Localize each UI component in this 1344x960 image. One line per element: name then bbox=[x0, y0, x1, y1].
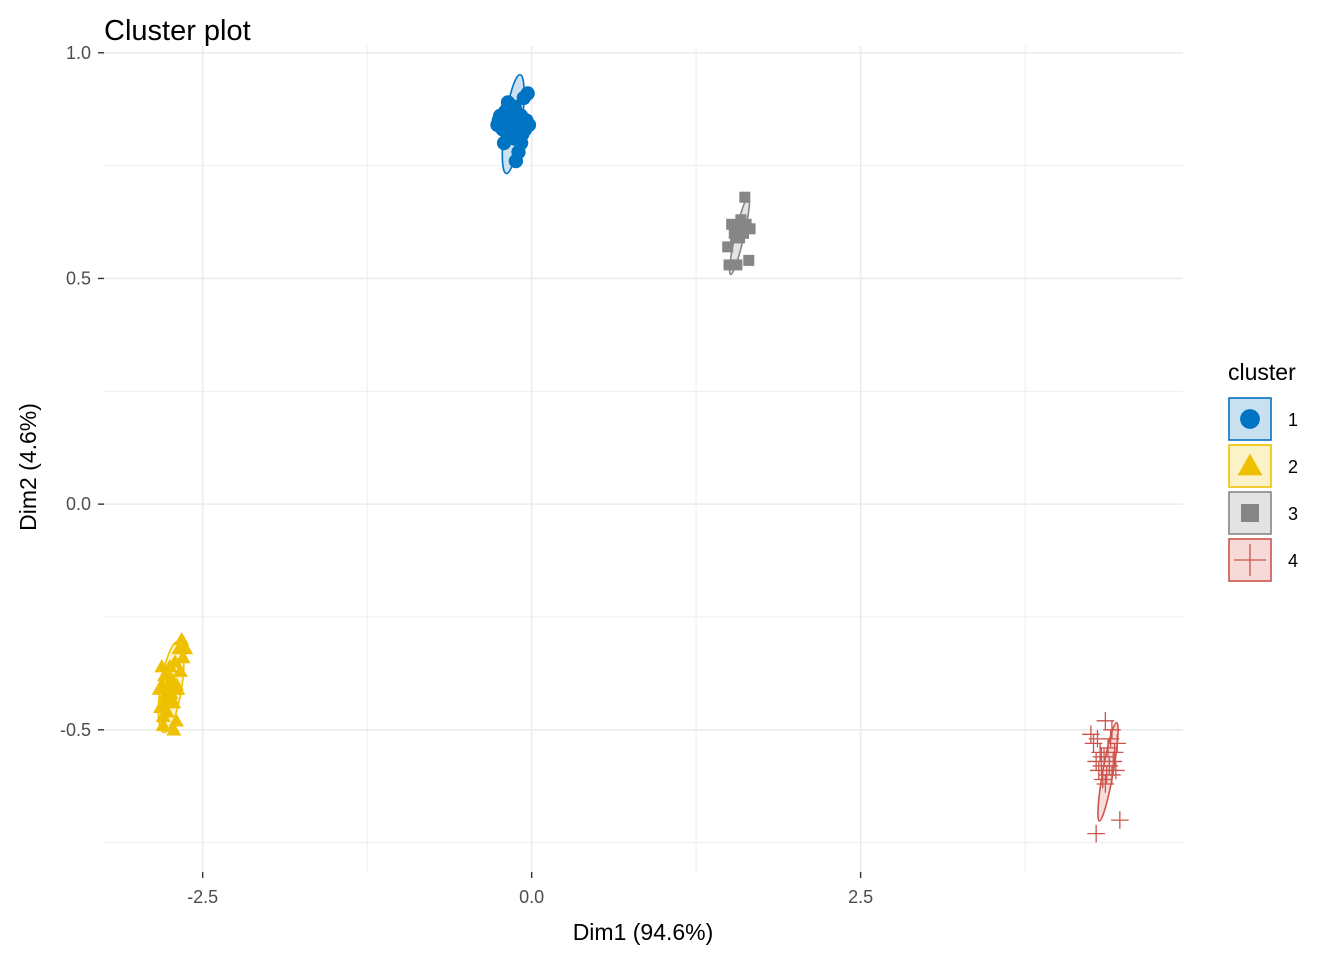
x-axis: -2.5 0.0 2.5 bbox=[187, 872, 873, 907]
point-cluster-4 bbox=[1108, 734, 1127, 753]
point-cluster-2 bbox=[168, 713, 184, 727]
point-cluster-4 bbox=[1103, 766, 1121, 784]
point-cluster-1 bbox=[507, 99, 522, 115]
point-cluster-3 bbox=[722, 241, 734, 253]
point-cluster-2 bbox=[172, 663, 188, 677]
x-tick-label: -2.5 bbox=[187, 887, 218, 907]
point-cluster-3 bbox=[744, 223, 756, 235]
legend-label-4: 4 bbox=[1288, 551, 1298, 571]
y-tick-label: 1.0 bbox=[66, 43, 91, 63]
point-cluster-4 bbox=[1103, 721, 1121, 739]
point-cluster-2 bbox=[155, 708, 171, 722]
point-cluster-3 bbox=[743, 254, 755, 266]
point-cluster-4 bbox=[1107, 761, 1125, 780]
y-axis-title: Dim2 (4.6%) bbox=[15, 403, 41, 531]
cluster-ellipses bbox=[157, 73, 1119, 822]
point-cluster-4 bbox=[1104, 752, 1123, 771]
point-cluster-1 bbox=[508, 153, 524, 169]
point-cluster-4 bbox=[1082, 725, 1100, 744]
y-tick-label: 0.5 bbox=[66, 268, 91, 288]
point-cluster-2 bbox=[177, 640, 194, 655]
point-cluster-2 bbox=[154, 659, 170, 673]
point-cluster-2 bbox=[174, 631, 190, 646]
point-cluster-3 bbox=[731, 259, 743, 271]
point-cluster-1 bbox=[521, 117, 537, 133]
point-cluster-4 bbox=[1084, 734, 1103, 753]
x-tick-label: 0.0 bbox=[519, 887, 544, 907]
point-cluster-4 bbox=[1087, 752, 1105, 771]
point-cluster-4 bbox=[1089, 761, 1108, 780]
y-tick-label: -0.5 bbox=[60, 720, 91, 740]
point-cluster-2 bbox=[167, 654, 183, 668]
point-cluster-4 bbox=[1093, 770, 1112, 789]
point-cluster-4 bbox=[1092, 748, 1111, 766]
point-cluster-2 bbox=[166, 722, 182, 736]
point-cluster-2 bbox=[155, 717, 171, 731]
point-cluster-3 bbox=[723, 259, 735, 271]
point-cluster-4 bbox=[1096, 775, 1115, 793]
point-cluster-4 bbox=[1105, 743, 1124, 762]
legend-title: cluster bbox=[1228, 359, 1296, 385]
point-cluster-4 bbox=[1101, 730, 1120, 748]
legend: cluster 1 2 3 4 bbox=[1228, 359, 1298, 582]
legend-symbol-2 bbox=[1237, 453, 1263, 476]
y-axis: -0.5 0.0 0.5 1.0 bbox=[60, 43, 104, 740]
y-tick-label: 0.0 bbox=[66, 494, 91, 514]
point-cluster-2 bbox=[168, 677, 184, 691]
point-cluster-1 bbox=[491, 113, 506, 128]
point-cluster-4 bbox=[1087, 824, 1105, 843]
legend-symbol-3 bbox=[1241, 504, 1259, 522]
grid bbox=[104, 46, 1183, 872]
point-cluster-3 bbox=[726, 218, 738, 230]
x-axis-title: Dim1 (94.6%) bbox=[573, 919, 714, 945]
point-cluster-2 bbox=[160, 668, 177, 682]
legend-label-1: 1 bbox=[1288, 410, 1298, 430]
point-cluster-1 bbox=[513, 135, 529, 151]
point-cluster-2 bbox=[175, 650, 191, 664]
point-cluster-4 bbox=[1096, 711, 1115, 730]
point-cluster-4 bbox=[1099, 739, 1117, 757]
chart-title: Cluster plot bbox=[104, 15, 251, 47]
legend-symbol-4 bbox=[1234, 544, 1266, 576]
legend-label-2: 2 bbox=[1288, 457, 1298, 477]
cluster-points bbox=[151, 86, 1129, 843]
x-tick-label: 2.5 bbox=[848, 887, 873, 907]
point-cluster-1 bbox=[520, 86, 535, 101]
point-cluster-3 bbox=[738, 227, 750, 239]
legend-label-3: 3 bbox=[1288, 504, 1298, 524]
point-cluster-3 bbox=[739, 191, 751, 203]
point-cluster-2 bbox=[163, 690, 179, 704]
point-cluster-4 bbox=[1100, 757, 1119, 775]
point-cluster-4 bbox=[1111, 811, 1129, 829]
legend-symbol-1 bbox=[1240, 409, 1260, 429]
